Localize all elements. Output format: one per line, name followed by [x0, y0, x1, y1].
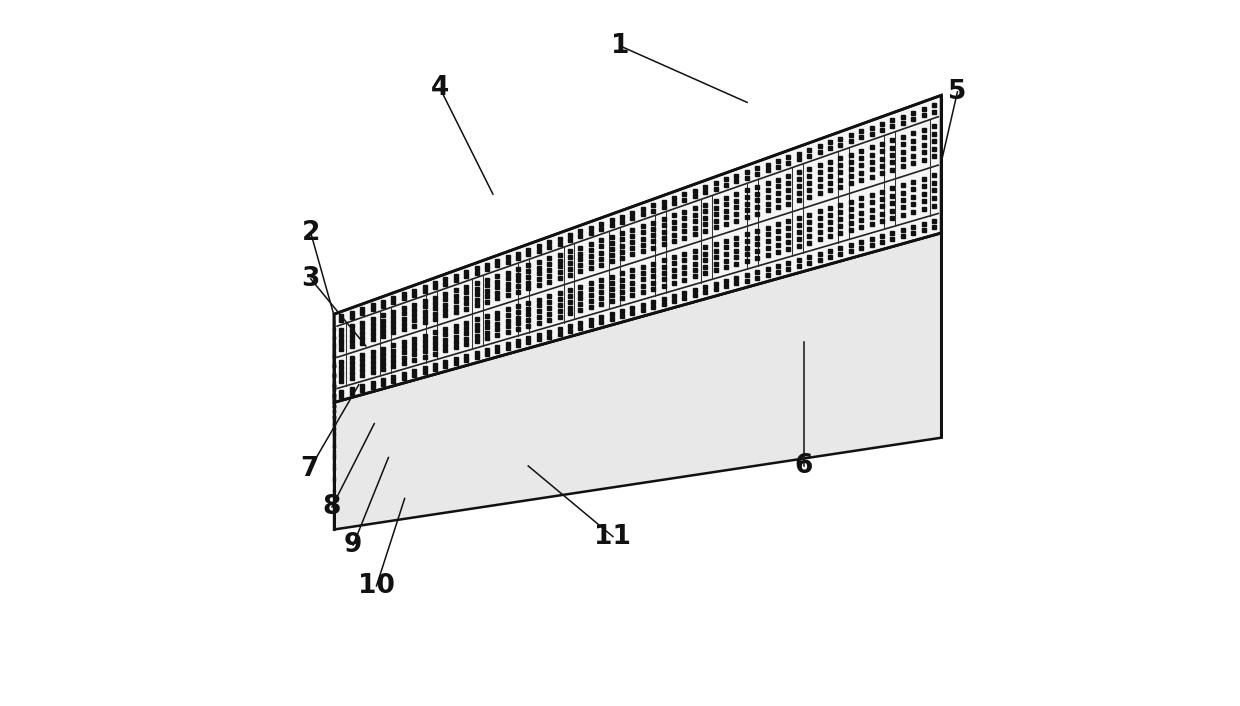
- Text: 8: 8: [322, 494, 341, 520]
- Text: 6: 6: [795, 453, 812, 479]
- Text: 3: 3: [301, 266, 320, 292]
- Text: 11: 11: [594, 524, 631, 549]
- Text: 4: 4: [430, 76, 449, 101]
- Text: 10: 10: [358, 573, 394, 599]
- Polygon shape: [334, 95, 941, 402]
- Text: 1: 1: [611, 33, 629, 59]
- Text: 2: 2: [301, 220, 320, 246]
- Polygon shape: [334, 233, 941, 530]
- Text: 9: 9: [343, 532, 362, 558]
- Text: 5: 5: [949, 79, 967, 104]
- Text: 7: 7: [300, 457, 319, 482]
